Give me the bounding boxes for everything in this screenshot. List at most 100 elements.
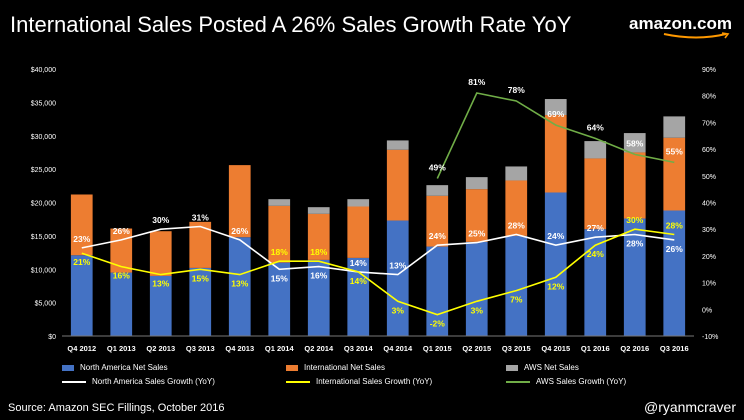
y-right-tick-label: 70%	[702, 120, 716, 127]
intl-growth-label: 18%	[310, 247, 327, 257]
y-right-tick-label: 90%	[702, 67, 716, 74]
legend-item: International Net Sales	[286, 363, 506, 372]
legend-item: International Sales Growth (YoY)	[286, 377, 506, 386]
na-growth-label: 26%	[113, 226, 130, 236]
intl-growth-label: 13%	[231, 279, 248, 289]
bar-intl	[663, 137, 686, 211]
intl-growth-label: 12%	[547, 281, 564, 291]
x-tick-label: Q3 2014	[344, 344, 374, 353]
chart-title: International Sales Posted A 26% Sales G…	[10, 12, 572, 37]
intl-growth-label: -2%	[430, 319, 446, 329]
na-growth-label: 26%	[231, 226, 248, 236]
bar-na	[228, 237, 251, 336]
y-left-tick-label: $35,000	[31, 100, 56, 107]
bar-intl	[307, 213, 330, 260]
bar-aws	[623, 133, 646, 153]
na-growth-label: 14%	[350, 258, 367, 268]
bar-aws	[347, 199, 370, 207]
intl-growth-label: 14%	[350, 276, 367, 286]
intl-growth-label: 15%	[192, 273, 209, 283]
y-right-tick-label: -10%	[702, 334, 718, 341]
bar-intl	[544, 115, 567, 193]
y-right-tick-label: 50%	[702, 174, 716, 181]
x-tick-label: Q2 2013	[146, 344, 175, 353]
y-left-tick-label: $40,000	[31, 67, 56, 74]
intl-growth-label: 28%	[666, 221, 683, 231]
x-tick-label: Q4 2015	[541, 344, 570, 353]
chart-legend: North America Net Sales International Net…	[62, 363, 702, 386]
bar-aws	[268, 199, 291, 206]
intl-growth-line	[81, 228, 675, 316]
bar-na	[189, 267, 212, 336]
y-left-tick-label: $20,000	[31, 201, 56, 208]
legend-label: AWS Sales Growth (YoY)	[536, 377, 627, 386]
na-growth-label: 25%	[468, 229, 485, 239]
bar-aws	[426, 185, 449, 196]
intl-growth-label: 24%	[587, 249, 604, 259]
intl-growth-label: 30%	[626, 215, 643, 225]
x-tick-label: Q2 2016	[620, 344, 649, 353]
y-right-tick-label: 20%	[702, 254, 716, 261]
bar-na	[505, 235, 528, 336]
na-growth-label: 13%	[389, 261, 406, 271]
x-tick-label: Q4 2013	[225, 344, 254, 353]
bar-intl	[149, 231, 172, 276]
bar-aws	[663, 116, 686, 138]
amazon-logo: amazon.com	[629, 14, 732, 40]
na-growth-label: 27%	[587, 223, 604, 233]
legend-swatch	[506, 364, 518, 371]
na-growth-line	[81, 225, 675, 276]
legend-item: AWS Net Sales	[506, 363, 706, 372]
y-right-tick-label: 40%	[702, 201, 716, 208]
bar-intl	[623, 152, 646, 219]
y-right-tick-label: 0%	[702, 307, 712, 314]
legend-label: North America Net Sales	[80, 363, 168, 372]
legend-item: AWS Sales Growth (YoY)	[506, 377, 706, 386]
bar-intl	[189, 221, 212, 268]
intl-growth-label: 18%	[271, 247, 288, 257]
na-growth-label: 28%	[508, 221, 525, 231]
legend-swatch	[506, 380, 530, 383]
bar-intl	[584, 158, 607, 230]
bar-na	[465, 241, 488, 336]
bar-intl	[268, 205, 291, 263]
intl-growth-label: 21%	[73, 257, 90, 267]
y-left-tick-label: $10,000	[31, 267, 56, 274]
bar-na	[307, 259, 330, 336]
intl-growth-label: 3%	[471, 305, 484, 315]
bar-na	[584, 229, 607, 336]
x-tick-label: Q4 2012	[67, 344, 96, 353]
amazon-logo-text: amazon.com	[629, 14, 732, 33]
bar-aws	[386, 140, 409, 150]
legend-swatch	[62, 380, 86, 383]
bar-aws	[544, 99, 567, 116]
bar-aws	[584, 141, 607, 159]
bar-aws	[465, 177, 488, 190]
bar-intl	[347, 206, 370, 258]
y-right-tick-label: 30%	[702, 227, 716, 234]
bar-na	[544, 192, 567, 336]
y-right-tick-label: 60%	[702, 147, 716, 154]
na-growth-label: 30%	[152, 215, 169, 225]
legend-item: North America Sales Growth (YoY)	[62, 377, 286, 386]
legend-swatch	[286, 364, 298, 371]
bar-na	[426, 246, 449, 336]
na-growth-label: 24%	[429, 231, 446, 241]
bar-intl	[228, 165, 251, 238]
bar-intl	[386, 149, 409, 221]
aws-growth-label: 81%	[468, 77, 485, 87]
y-left-tick-label: $30,000	[31, 134, 56, 141]
legend-item: North America Net Sales	[62, 363, 286, 372]
y-right-tick-label: 80%	[702, 94, 716, 101]
intl-growth-label: 3%	[392, 305, 405, 315]
na-growth-label: 23%	[73, 234, 90, 244]
na-growth-label: 31%	[192, 213, 209, 223]
x-tick-label: Q3 2015	[502, 344, 531, 353]
bar-intl	[465, 189, 488, 242]
legend-label: International Sales Growth (YoY)	[316, 377, 433, 386]
bar-na	[70, 255, 93, 336]
x-tick-label: Q1 2016	[581, 344, 610, 353]
na-growth-label: 15%	[271, 273, 288, 283]
y-left-tick-label: $5,000	[35, 301, 57, 308]
legend-label: North America Sales Growth (YoY)	[92, 377, 215, 386]
